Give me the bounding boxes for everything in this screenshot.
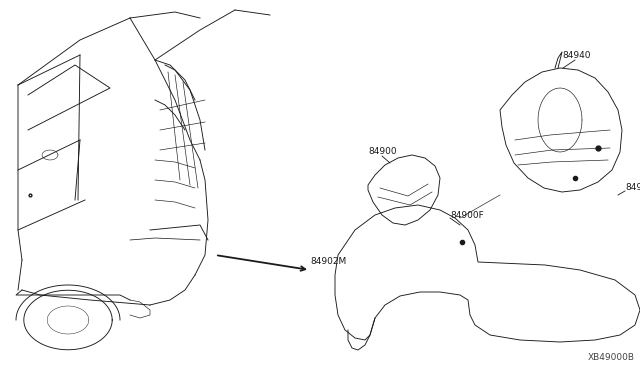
Text: XB49000B: XB49000B (588, 353, 635, 362)
Text: 84902M: 84902M (310, 257, 346, 266)
Text: 84940: 84940 (562, 51, 591, 60)
Text: 84916F: 84916F (625, 183, 640, 192)
Text: 84900F: 84900F (450, 211, 484, 219)
Text: 84900: 84900 (368, 148, 397, 157)
